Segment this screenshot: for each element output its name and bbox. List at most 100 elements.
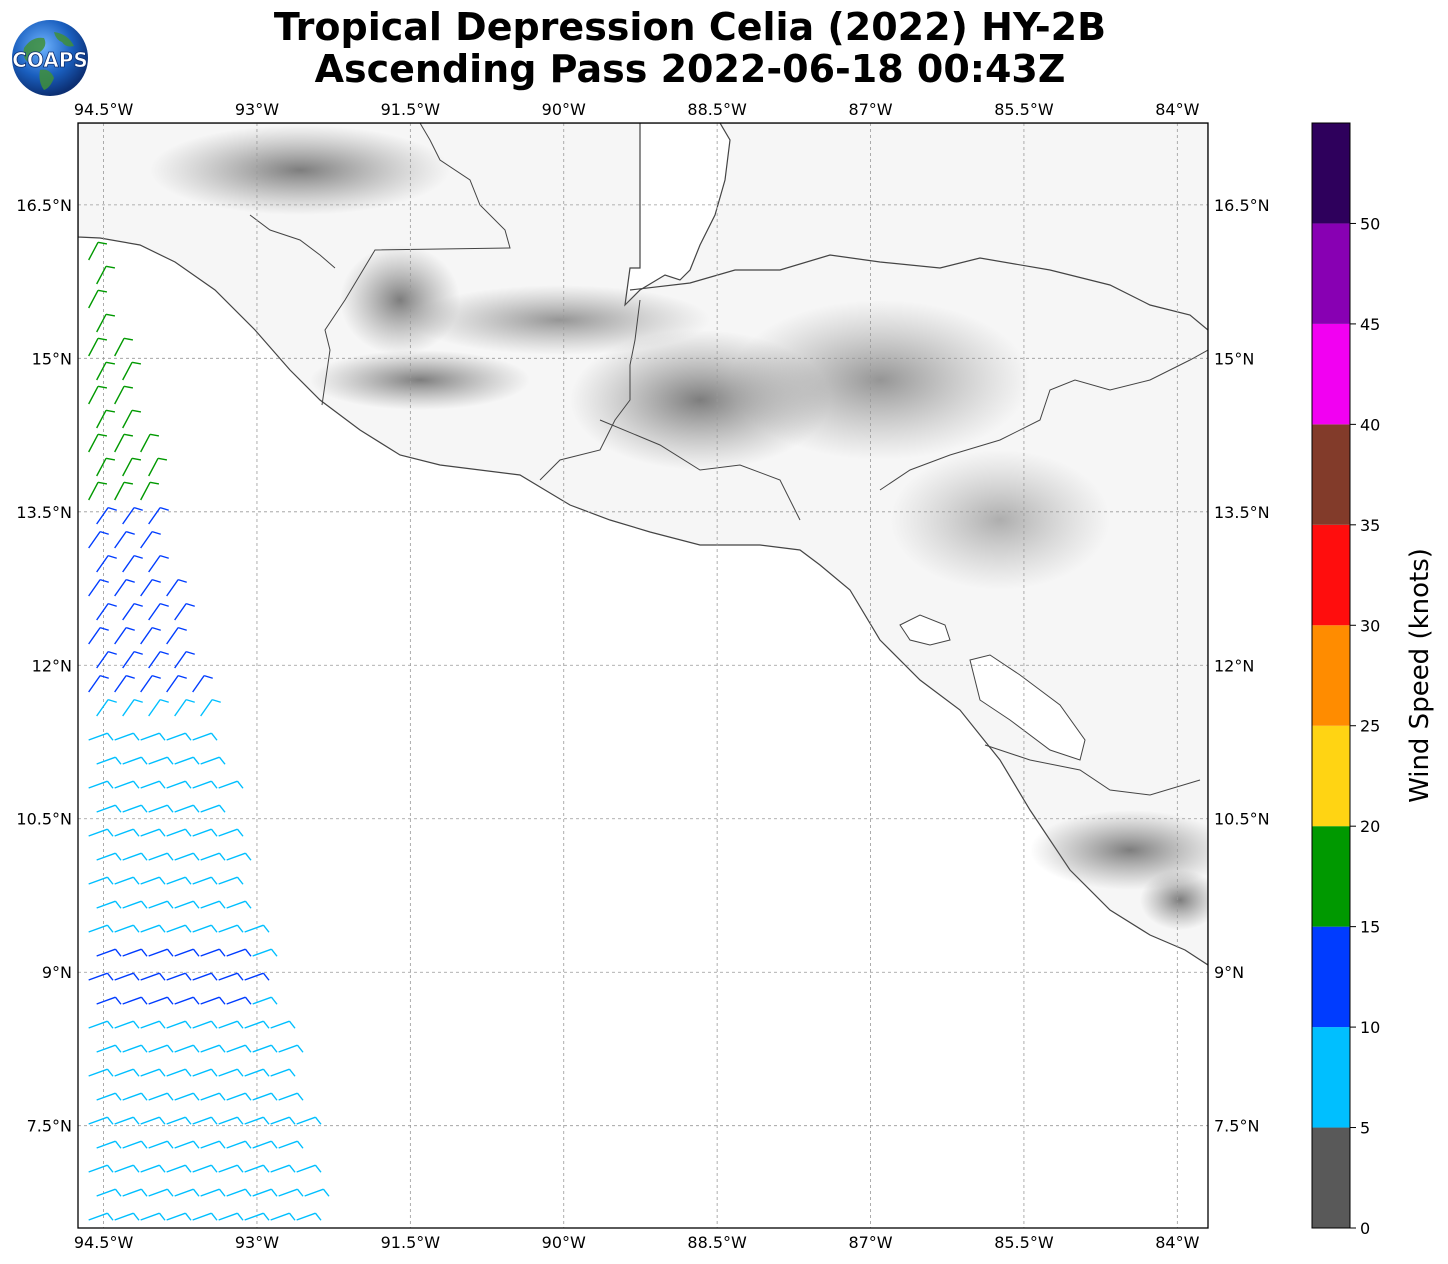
lat-tick-label-left: 10.5°N (16, 810, 72, 829)
wind-barb (122, 698, 143, 717)
wind-barb (88, 433, 108, 453)
wind-barb (148, 900, 174, 909)
wind-barb (192, 828, 218, 837)
wind-barb (88, 578, 109, 597)
colorbar-tick-label: 35 (1360, 516, 1380, 535)
wind-barb (114, 1068, 140, 1077)
wind-barb (88, 1212, 114, 1221)
colorbar-tick-label: 20 (1360, 817, 1380, 836)
wind-barb (114, 1116, 140, 1125)
wind-barb (166, 626, 187, 645)
wind-barb (148, 457, 168, 477)
wind-barb (88, 530, 109, 549)
wind-barb (270, 1020, 296, 1029)
wind-barb (88, 289, 108, 309)
wind-barb (148, 602, 169, 621)
wind-barb (244, 1068, 270, 1077)
wind-barb (174, 1140, 200, 1149)
wind-barb (140, 876, 166, 885)
colorbar-tick-label: 0 (1360, 1219, 1370, 1238)
wind-barb (296, 1164, 322, 1173)
wind-barb (174, 650, 195, 669)
wind-barb (122, 361, 142, 381)
colorbar-title: Wind Speed (knots) (1405, 548, 1435, 803)
wind-barb (96, 1188, 122, 1197)
colorbar-tick-label: 10 (1360, 1018, 1380, 1037)
lon-tick-label-bottom: 88.5°W (687, 1233, 747, 1252)
wind-barb (122, 1140, 148, 1149)
wind-barb (96, 948, 122, 957)
wind-barb (88, 385, 108, 405)
colorbar-bin (1312, 123, 1350, 224)
wind-barb (88, 1068, 114, 1077)
wind-barb (192, 780, 218, 789)
wind-barb (192, 1068, 218, 1077)
wind-barb (200, 698, 221, 717)
wind-barb (218, 1068, 244, 1077)
wind-barb (88, 828, 114, 837)
lat-tick-label-right: 16.5°N (1214, 196, 1270, 215)
wind-barb (296, 1212, 322, 1221)
lon-tick-label-bottom: 85.5°W (994, 1233, 1054, 1252)
wind-barb (166, 924, 192, 933)
wind-barb (148, 1140, 174, 1149)
wind-barb (96, 1140, 122, 1149)
wind-barb (114, 1164, 140, 1173)
colorbar-bin (1312, 524, 1350, 626)
wind-barb (270, 1116, 296, 1125)
wind-barb (174, 852, 200, 861)
lon-tick-label-bottom: 84°W (1155, 1233, 1199, 1252)
wind-barb (174, 1092, 200, 1101)
wind-barb (218, 1164, 244, 1173)
lat-tick-label-left: 16.5°N (16, 196, 72, 215)
wind-barb (140, 578, 161, 597)
wind-barb (200, 1140, 226, 1149)
wind-barb (88, 876, 114, 885)
wind-barb (96, 457, 116, 477)
wind-barb (122, 852, 148, 861)
wind-barb (88, 732, 114, 741)
wind-barb (122, 506, 143, 525)
wind-barb (114, 1212, 140, 1221)
wind-barb (114, 674, 135, 693)
wind-barb (96, 996, 122, 1005)
lat-tick-label-left: 12°N (32, 656, 72, 675)
wind-barb (218, 1020, 244, 1029)
wind-barb (166, 828, 192, 837)
wind-barb (166, 1164, 192, 1173)
wind-barb (148, 1044, 174, 1053)
wind-barb (114, 578, 135, 597)
wind-barb (114, 626, 135, 645)
wind-barb (200, 1044, 226, 1053)
wind-barb (96, 409, 116, 429)
wind-barb (96, 265, 116, 285)
wind-barb (114, 530, 135, 549)
wind-barb (278, 1044, 304, 1053)
wind-barb (140, 924, 166, 933)
wind-barb (122, 1044, 148, 1053)
globe-icon (12, 20, 88, 96)
lon-tick-label-bottom: 93°W (235, 1233, 279, 1252)
wind-barb (252, 1188, 278, 1197)
wind-barb (114, 780, 140, 789)
wind-barb (192, 972, 218, 981)
wind-barb (122, 996, 148, 1005)
wind-barb (200, 948, 226, 957)
lat-tick-label-left: 7.5°N (27, 1117, 72, 1136)
wind-barb (140, 1068, 166, 1077)
wind-barb (140, 1212, 166, 1221)
wind-barb (166, 972, 192, 981)
wind-barb (174, 948, 200, 957)
wind-barb (96, 698, 117, 717)
wind-barb (96, 756, 122, 765)
wind-barb (192, 1020, 218, 1029)
land-layer (78, 123, 1208, 966)
wind-barb (200, 1092, 226, 1101)
wind-barb (140, 626, 161, 645)
wind-barb (114, 924, 140, 933)
wind-barb (88, 241, 108, 261)
wind-barb (244, 1212, 270, 1221)
colorbar-bin (1312, 424, 1350, 525)
wind-barb (122, 409, 142, 429)
wind-barb (96, 852, 122, 861)
